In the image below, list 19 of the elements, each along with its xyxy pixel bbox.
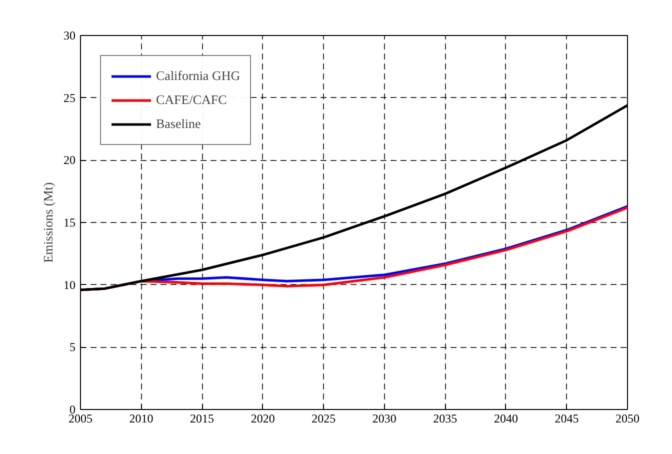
x-tick-label: 2015	[190, 412, 214, 426]
y-tick-label: 10	[64, 278, 76, 292]
y-tick-label: 20	[64, 153, 76, 168]
legend-label: California GHG	[156, 68, 240, 84]
legend-label: Baseline	[156, 116, 201, 132]
x-tick-label: 2050	[616, 412, 640, 426]
x-tick-label: 2020	[250, 412, 275, 426]
x-tick-label: 2040	[494, 412, 518, 426]
y-tick-label: 5	[70, 340, 76, 354]
x-tick-label: 2035	[433, 412, 458, 426]
x-tick-label: 2030	[372, 412, 396, 426]
y-axis-title: Emissions (Mt)	[40, 182, 56, 263]
x-tick-label: 2045	[554, 412, 579, 426]
y-tick-label: 30	[64, 28, 76, 42]
legend-label: CAFE/CAFC	[156, 92, 227, 108]
x-tick-label: 2025	[312, 412, 336, 426]
y-tick-label: 25	[64, 90, 76, 105]
x-tick-label: 2010	[129, 412, 154, 426]
y-tick-label: 15	[64, 216, 76, 230]
